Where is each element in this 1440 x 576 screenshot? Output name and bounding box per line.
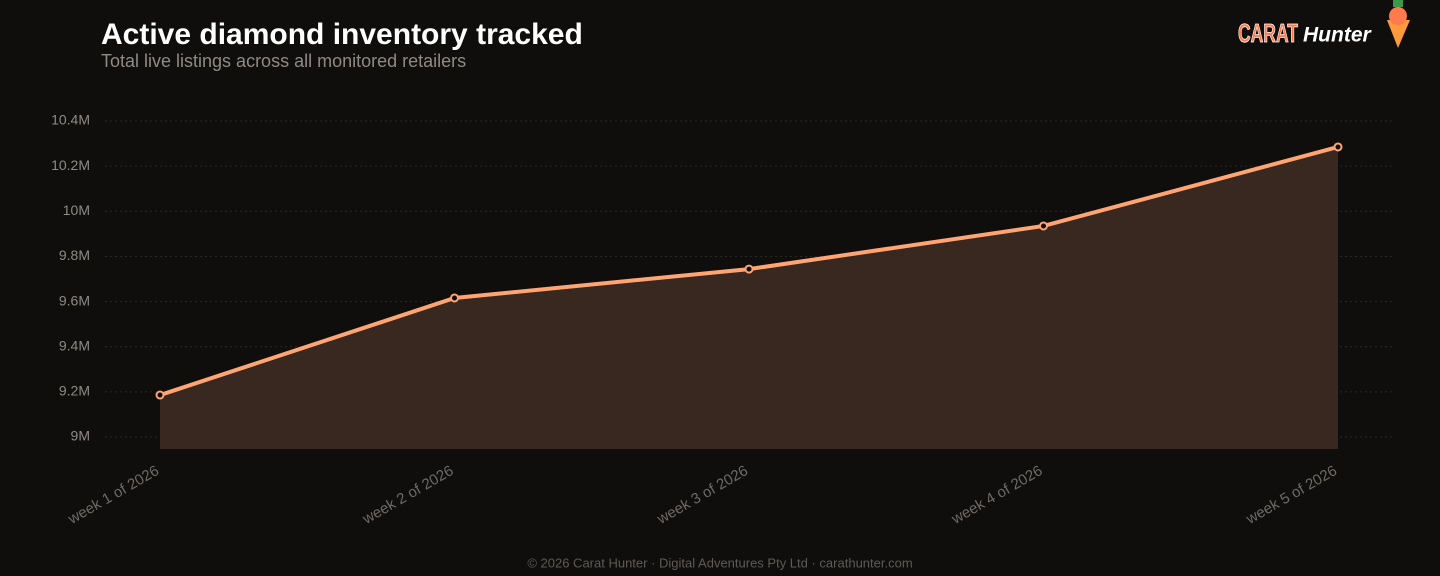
y-tick-label: 10.2M bbox=[51, 157, 90, 173]
chart-subtitle: Total live listings across all monitored… bbox=[101, 51, 466, 71]
footer: © 2026 Carat Hunter · Digital Adventures… bbox=[527, 555, 912, 570]
logo-icon bbox=[1389, 7, 1407, 25]
y-tick-label: 9M bbox=[71, 428, 90, 444]
point bbox=[155, 390, 165, 400]
logo: CARAT Hunter bbox=[1238, 0, 1410, 48]
y-tick-label: 9.6M bbox=[59, 292, 90, 308]
y-tick-label: 9.8M bbox=[59, 247, 90, 263]
logo-icon bbox=[1387, 20, 1410, 48]
point bbox=[744, 264, 754, 274]
chart-title: Active diamond inventory tracked bbox=[101, 18, 583, 51]
y-tick-label: 9.2M bbox=[59, 383, 90, 399]
logo-icon bbox=[1393, 0, 1403, 7]
y-tick-label: 10.4M bbox=[51, 112, 90, 128]
point bbox=[1333, 142, 1343, 152]
y-tick-label: 9.4M bbox=[59, 337, 90, 353]
logo-name: Hunter bbox=[1303, 24, 1372, 47]
point bbox=[450, 293, 459, 303]
point bbox=[1039, 221, 1048, 231]
area bbox=[160, 146, 1338, 449]
y-tick-label: 10M bbox=[63, 202, 90, 218]
logo-brand: CARAT bbox=[1238, 18, 1298, 48]
